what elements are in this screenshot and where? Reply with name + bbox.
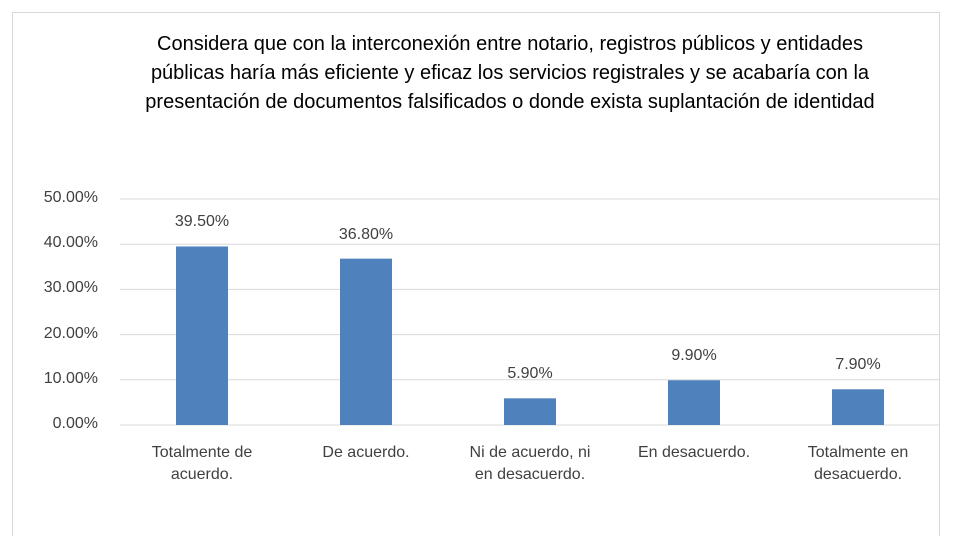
bar — [176, 246, 228, 425]
bar — [832, 389, 884, 425]
y-tick-label: 10.00% — [43, 369, 98, 387]
x-tick-label: En desacuerdo. — [637, 444, 751, 461]
data-label: 7.90% — [835, 356, 881, 374]
chart-frame — [12, 12, 940, 536]
chart-title: Considera que con la interconexión entre… — [145, 33, 875, 113]
bar — [340, 258, 392, 425]
y-tick-label: 40.00% — [43, 234, 98, 252]
data-label: 36.80% — [338, 225, 394, 243]
y-tick-label: 30.00% — [43, 279, 98, 297]
data-label: 39.50% — [174, 213, 230, 231]
y-tick-label: 20.00% — [43, 324, 98, 342]
x-tick-label: Ni de acuerdo, ni en desacuerdo. — [469, 444, 591, 483]
x-tick-label: De acuerdo. — [322, 444, 410, 461]
data-label: 5.90% — [507, 365, 553, 383]
data-label: 9.90% — [671, 347, 717, 365]
x-tick-label: Totalmente en desacuerdo. — [807, 444, 909, 483]
y-tick-label: 0.00% — [52, 415, 98, 432]
bar — [668, 380, 720, 425]
y-tick-label: 50.00% — [43, 189, 98, 206]
bar — [504, 398, 556, 425]
x-tick-label: Totalmente de acuerdo. — [151, 444, 253, 483]
